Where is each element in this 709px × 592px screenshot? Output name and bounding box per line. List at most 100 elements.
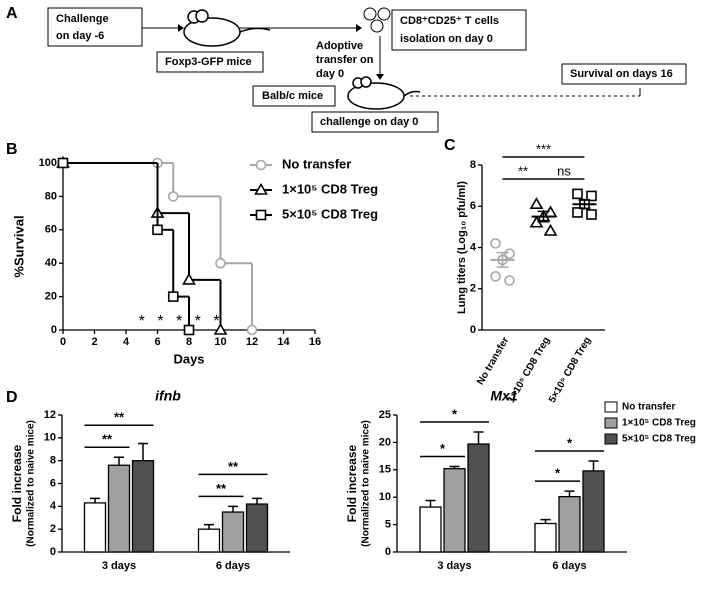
box-text: CD8⁺CD25⁺ T cells bbox=[400, 15, 499, 27]
mouse-icon bbox=[183, 9, 271, 47]
box-text: challenge on day 0 bbox=[320, 116, 418, 128]
x-tick-label: 16 bbox=[309, 336, 321, 348]
marker bbox=[57, 157, 69, 169]
legend-label: 5×10⁵ CD8 Treg bbox=[622, 434, 696, 445]
bracket-label: ns bbox=[557, 163, 571, 178]
y-tick-label: 4 bbox=[470, 241, 477, 253]
error-bar bbox=[496, 251, 509, 268]
error-bar bbox=[564, 490, 575, 497]
bar bbox=[582, 470, 605, 553]
y-tick-label: 0 bbox=[470, 324, 476, 336]
panel-label: D bbox=[6, 389, 18, 406]
x-tick-label: 6 days bbox=[552, 560, 586, 572]
y-axis-label: Fold increase bbox=[345, 445, 359, 523]
y-tick-label: 2 bbox=[50, 523, 56, 535]
legend-swatch bbox=[604, 417, 618, 429]
x-tick-label: No transfer bbox=[475, 335, 511, 387]
marker bbox=[215, 257, 226, 269]
bracket-label: * bbox=[555, 466, 561, 481]
box-text: on day -6 bbox=[56, 30, 104, 42]
bar bbox=[197, 528, 221, 553]
marker bbox=[246, 324, 258, 336]
error-bar bbox=[473, 431, 484, 445]
marker bbox=[183, 324, 195, 336]
bracket-label: ** bbox=[228, 459, 239, 474]
y-tick-label: 4 bbox=[50, 500, 57, 512]
y-tick-label: 20 bbox=[379, 436, 391, 448]
diagram-text: transfer on bbox=[316, 54, 374, 66]
box bbox=[561, 63, 687, 85]
bracket-label: * bbox=[440, 441, 446, 456]
y-tick-label: 2 bbox=[470, 283, 476, 295]
bar bbox=[221, 511, 245, 553]
marker bbox=[167, 191, 179, 202]
y-tick-label: 25 bbox=[379, 409, 391, 421]
bar bbox=[245, 503, 269, 553]
marker bbox=[572, 188, 583, 200]
x-tick-label: 14 bbox=[277, 336, 290, 348]
box bbox=[252, 85, 336, 107]
marker bbox=[572, 207, 583, 218]
error-bar bbox=[114, 456, 124, 466]
marker bbox=[182, 272, 196, 285]
x-tick-label: 3 days bbox=[437, 560, 471, 572]
bracket-label: * bbox=[452, 406, 458, 421]
legend-label: 1×10⁵ CD8 Treg bbox=[622, 418, 696, 429]
error-bar bbox=[537, 210, 550, 223]
legend-label: No transfer bbox=[282, 156, 351, 171]
error-bar bbox=[204, 523, 214, 530]
y-tick-label: 20 bbox=[45, 291, 57, 303]
bar bbox=[467, 443, 490, 553]
x-tick-label: 8 bbox=[186, 336, 192, 348]
y-tick-label: 0 bbox=[385, 546, 391, 558]
error-bar bbox=[578, 199, 591, 210]
y-tick-label: 10 bbox=[379, 491, 391, 503]
box-text: Foxp3-GFP mice bbox=[165, 56, 252, 68]
y-tick-label: 10 bbox=[44, 432, 56, 444]
error-bar bbox=[588, 460, 599, 471]
y-tick-label: 0 bbox=[51, 324, 57, 336]
legend-swatch bbox=[604, 433, 618, 445]
bar bbox=[558, 496, 581, 553]
marker bbox=[213, 322, 228, 335]
bracket-label: *** bbox=[536, 141, 551, 156]
y-tick-label: 80 bbox=[45, 190, 57, 202]
x-tick-label: 2 bbox=[91, 336, 97, 348]
error-bar bbox=[425, 499, 436, 508]
marker bbox=[167, 291, 179, 302]
y-tick-label: 6 bbox=[50, 477, 56, 489]
box-text: Challenge bbox=[56, 13, 109, 25]
legend-label: No transfer bbox=[622, 402, 675, 413]
y-tick-label: 6 bbox=[470, 200, 476, 212]
arrow-head bbox=[376, 74, 384, 80]
bar bbox=[107, 464, 131, 553]
bar bbox=[419, 506, 442, 553]
error-bar bbox=[138, 442, 148, 461]
marker bbox=[255, 209, 267, 221]
y-tick-label: 60 bbox=[45, 224, 57, 236]
arrow-head bbox=[178, 24, 184, 32]
bracket-label: ** bbox=[518, 163, 528, 178]
y-tick-label: 8 bbox=[470, 159, 476, 171]
arrow-head bbox=[356, 24, 362, 32]
diagram-text: day 0 bbox=[316, 68, 344, 80]
bracket-label: * bbox=[567, 435, 573, 450]
legend-label: 5×10⁵ CD8 Treg bbox=[282, 206, 378, 221]
marker bbox=[504, 248, 515, 259]
box-text: Balb/c mice bbox=[262, 90, 323, 102]
diagram: A Challenge on day -6 Foxp3-GFP mice CD8… bbox=[6, 5, 687, 133]
diagram-text: Adoptive bbox=[316, 40, 363, 52]
chart-title: ifnb bbox=[155, 388, 181, 404]
marker bbox=[586, 209, 597, 220]
panel-label: B bbox=[6, 141, 18, 158]
box bbox=[311, 111, 439, 133]
error-bar bbox=[252, 497, 262, 505]
mouse-icon bbox=[347, 76, 421, 110]
chart-title: Mx1 bbox=[490, 388, 517, 404]
legend-label: 1×10⁵ CD8 Treg bbox=[282, 181, 378, 196]
y-tick-label: 12 bbox=[44, 409, 56, 421]
bar bbox=[534, 522, 557, 553]
x-tick-label: 4 bbox=[123, 336, 130, 348]
x-tick-label: 3 days bbox=[102, 560, 136, 572]
